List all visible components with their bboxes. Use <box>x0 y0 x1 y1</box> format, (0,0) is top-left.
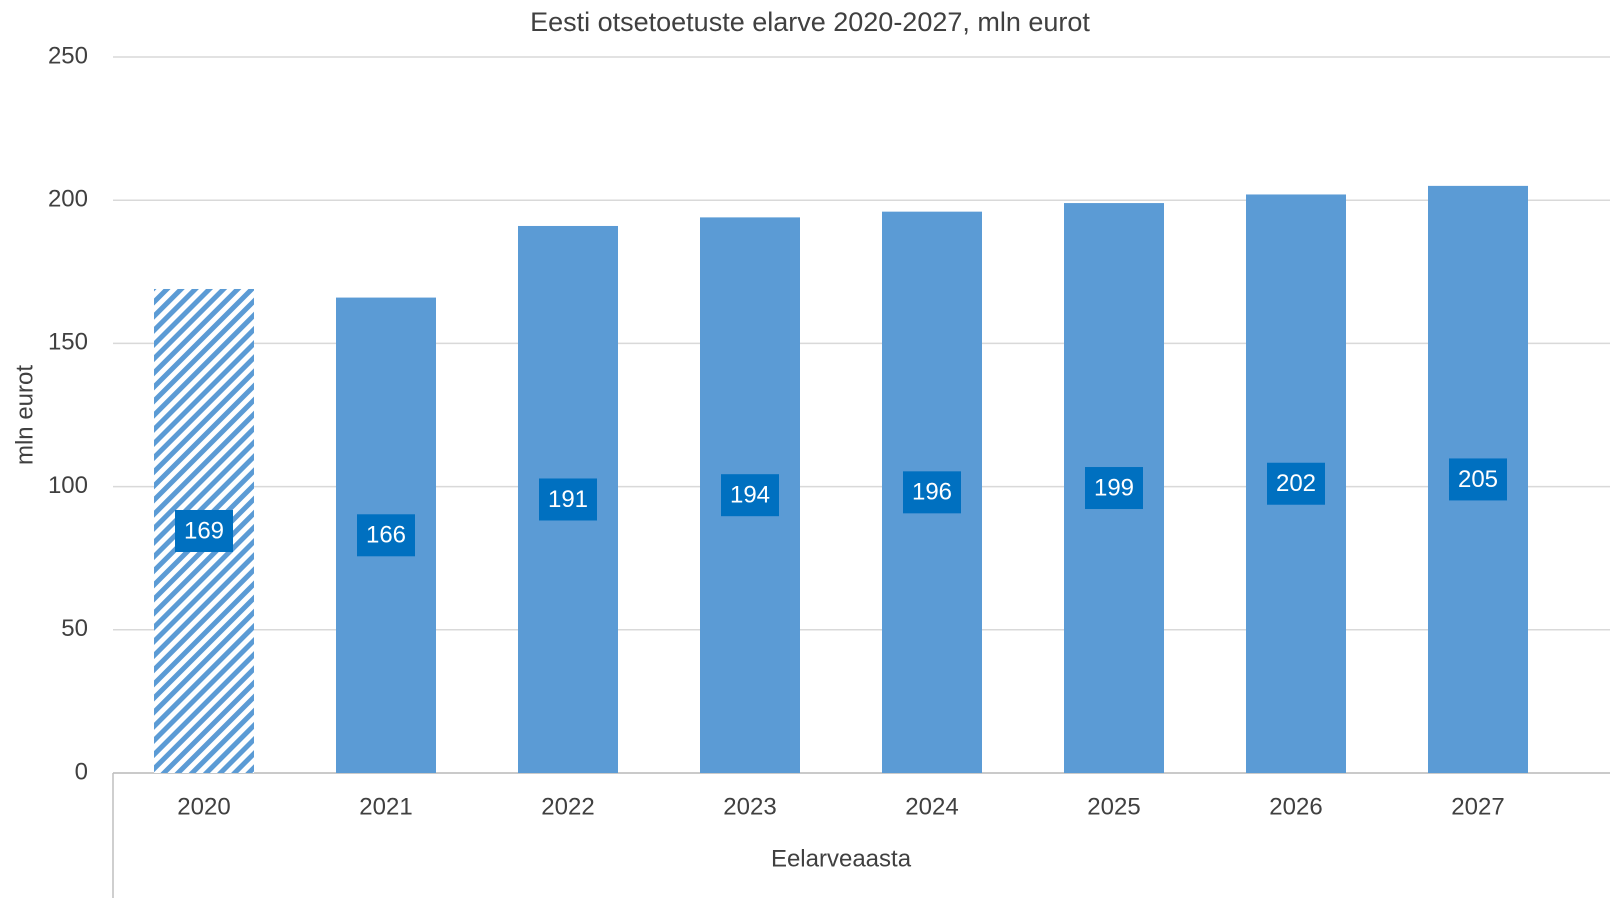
data-label: 199 <box>1094 474 1134 501</box>
y-tick-label: 250 <box>48 42 88 69</box>
data-label-box <box>539 478 597 521</box>
y-tick-label: 50 <box>61 615 88 642</box>
x-tick-label: 2027 <box>1451 793 1504 820</box>
x-tick-label: 2021 <box>359 793 412 820</box>
y-tick-label: 150 <box>48 329 88 356</box>
x-tick-label: 2025 <box>1087 793 1140 820</box>
x-tick-label: 2020 <box>177 793 230 820</box>
x-axis-label: Eelarveaasta <box>771 845 912 872</box>
data-label-box <box>903 471 961 514</box>
x-tick-label: 2022 <box>541 793 594 820</box>
data-label-box <box>1085 467 1143 510</box>
data-label: 205 <box>1458 466 1498 493</box>
chart-title: Eesti otsetoetuste elarve 2020-2027, mln… <box>530 7 1090 37</box>
data-label: 194 <box>730 482 770 509</box>
y-tick-label: 200 <box>48 186 88 213</box>
data-label-box <box>1449 458 1507 501</box>
data-label-box <box>175 509 233 552</box>
y-tick-label: 0 <box>75 758 88 785</box>
x-tick-label: 2026 <box>1269 793 1322 820</box>
data-label: 191 <box>548 486 588 513</box>
data-label-box <box>721 474 779 517</box>
data-label: 196 <box>912 479 952 506</box>
y-axis-label: mln eurot <box>11 365 38 465</box>
data-label: 202 <box>1276 470 1316 497</box>
y-tick-label: 100 <box>48 472 88 499</box>
data-label: 169 <box>184 517 224 544</box>
data-label-box <box>357 514 415 557</box>
data-label-box <box>1267 462 1325 505</box>
x-tick-label: 2024 <box>905 793 958 820</box>
data-label: 166 <box>366 522 406 549</box>
x-tick-label: 2023 <box>723 793 776 820</box>
